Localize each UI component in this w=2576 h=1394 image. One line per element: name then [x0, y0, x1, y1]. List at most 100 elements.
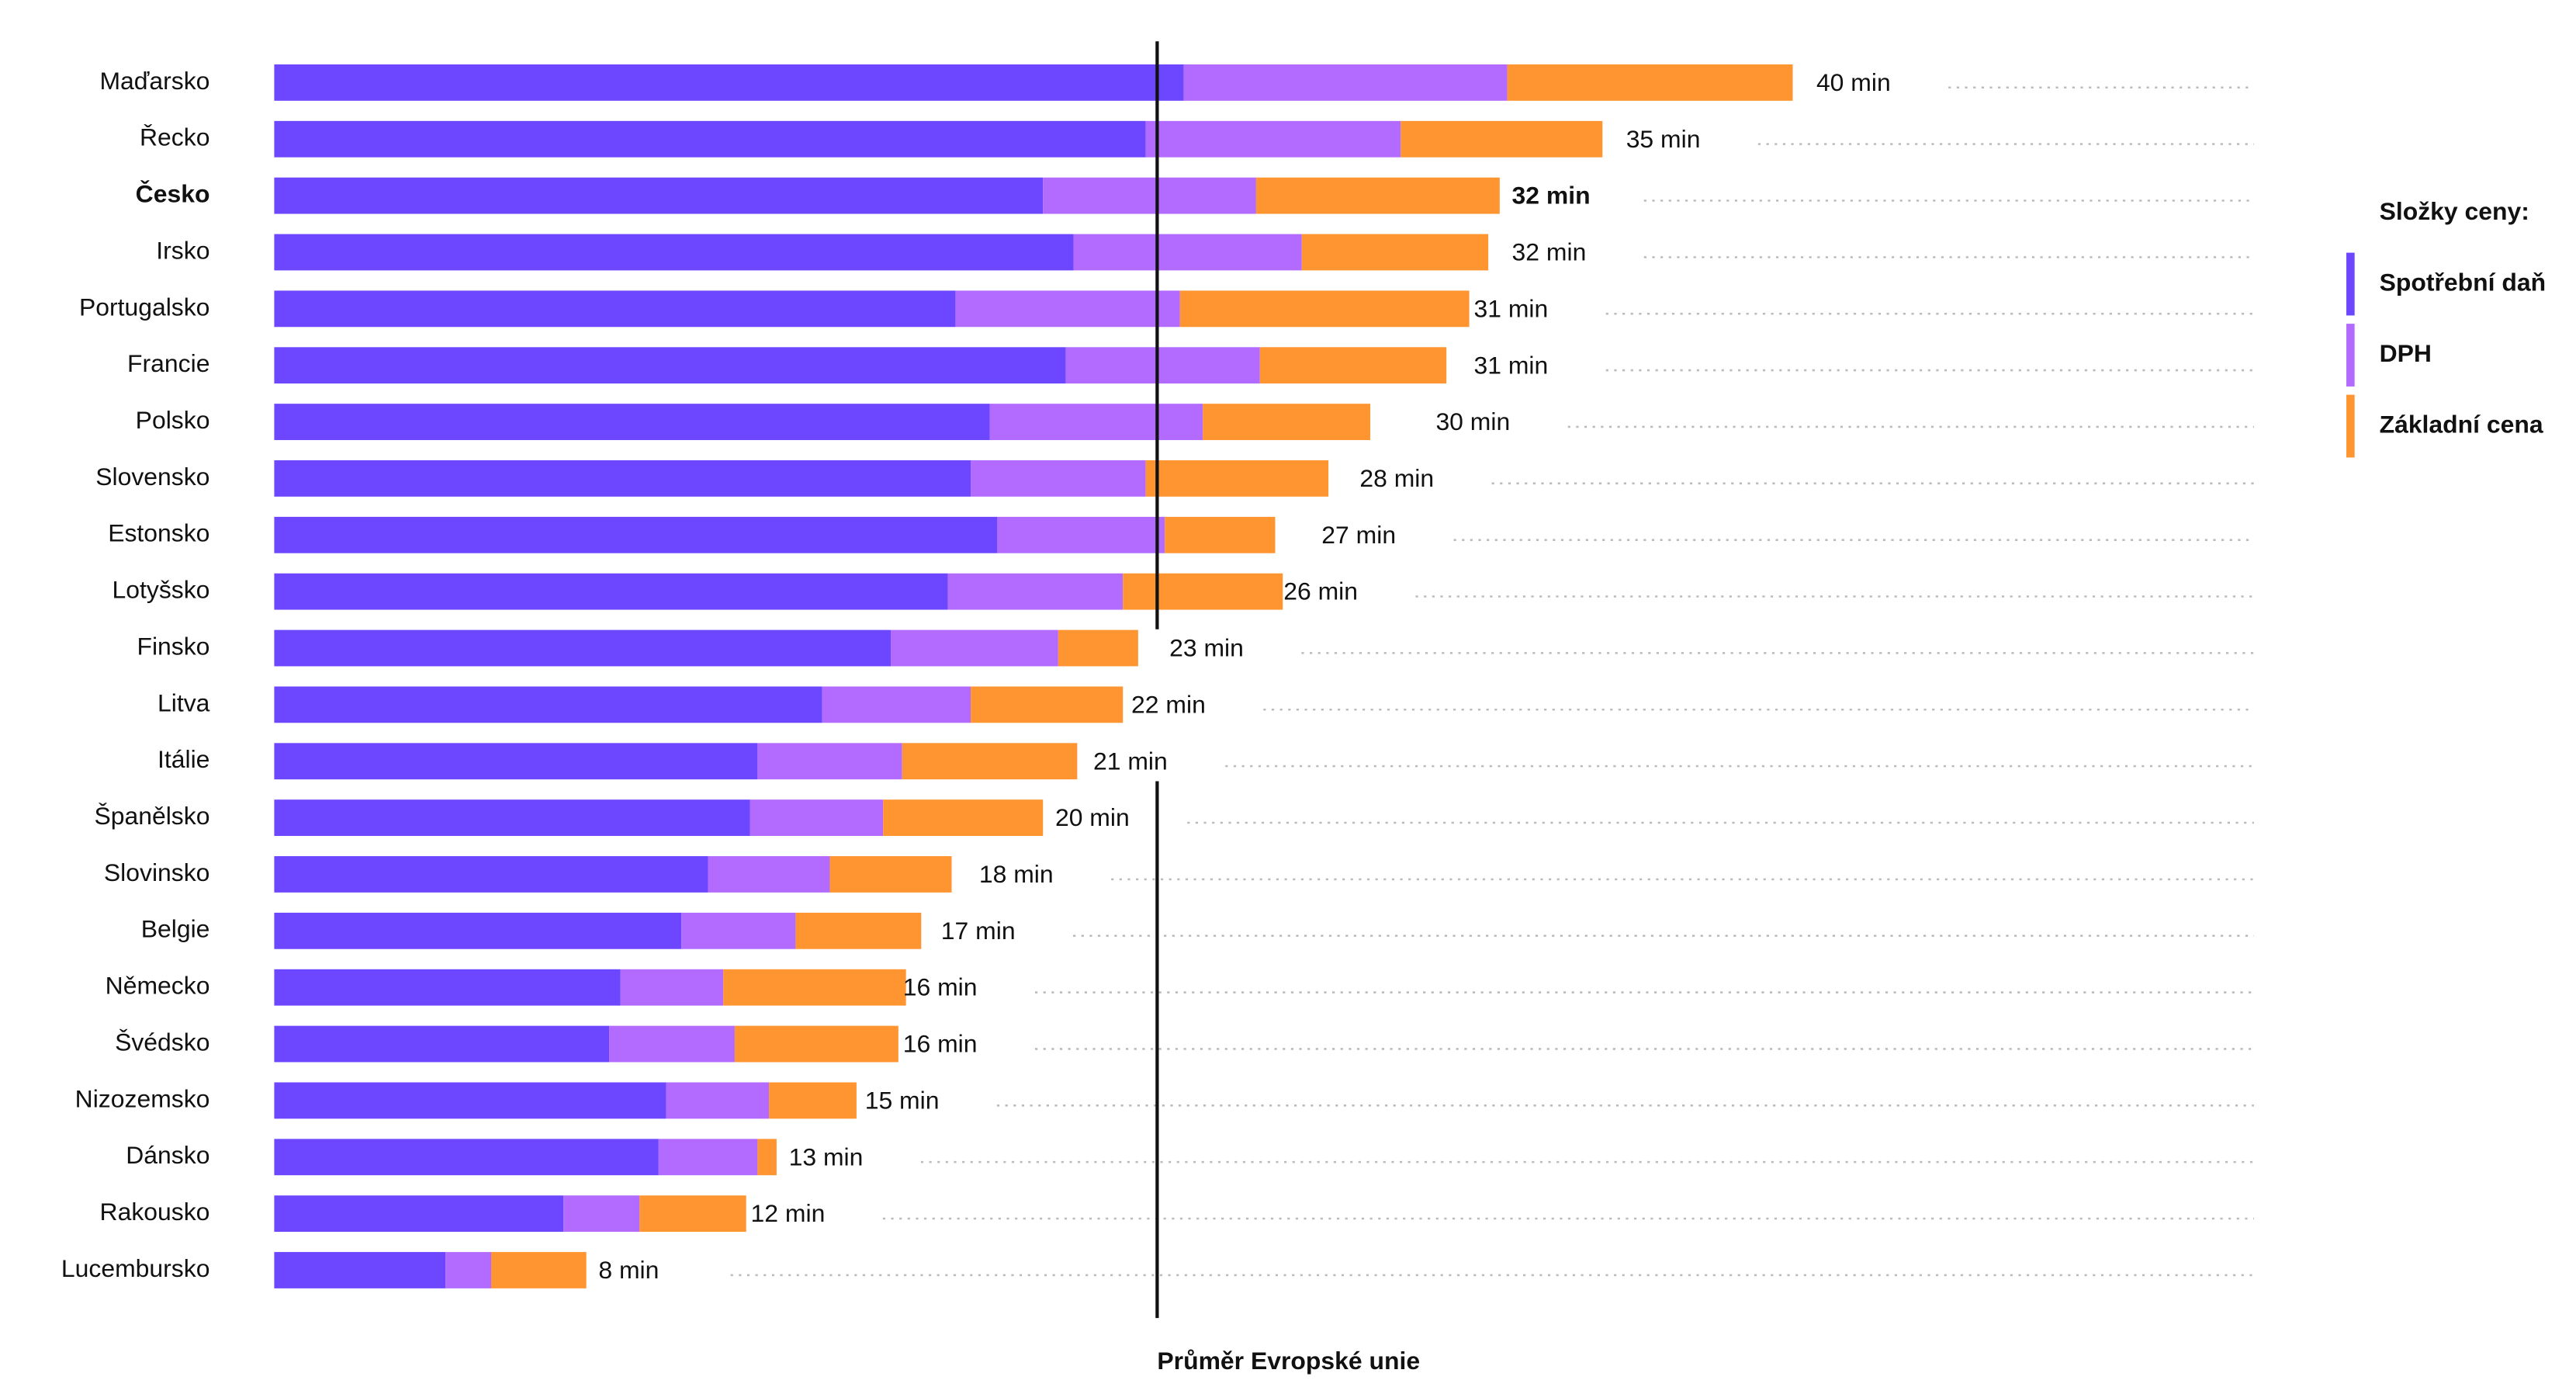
category-label: Estonsko: [108, 519, 209, 547]
category-label: Řecko: [140, 123, 209, 151]
total-label: 21 min: [1093, 747, 1168, 775]
bar-segment: [971, 686, 1124, 723]
bar-segment: [1301, 234, 1489, 271]
category-label: Lucembursko: [61, 1254, 210, 1282]
bar-segment: [1165, 516, 1276, 553]
bar-segment: [891, 629, 1058, 667]
bar-segment: [1043, 177, 1256, 214]
category-label: Irsko: [156, 236, 209, 264]
bar-segment: [769, 1082, 857, 1119]
bar-segment: [1073, 234, 1302, 271]
bar-segment: [757, 1139, 777, 1176]
bar-segment: [997, 516, 1165, 553]
bar-segment: [274, 1252, 446, 1288]
bar-segment: [1123, 573, 1283, 610]
category-label: Belgie: [141, 915, 210, 943]
legend-title: Složky ceny:: [2380, 197, 2529, 225]
bar-segment: [274, 799, 750, 837]
bar-segment: [274, 969, 621, 1006]
bar-segment: [563, 1195, 640, 1233]
category-label: Slovensko: [95, 463, 209, 491]
bar-segment: [1145, 460, 1329, 497]
bar-segment: [274, 516, 998, 553]
total-label: 16 min: [903, 1030, 978, 1058]
bar-segment: [750, 799, 884, 837]
bar-segment: [274, 743, 758, 780]
bar-segment: [274, 1139, 659, 1176]
average-label: Průměr Evropské unie: [1157, 1347, 1420, 1375]
bar-segment: [1255, 177, 1500, 214]
bar-segment: [883, 799, 1044, 837]
legend-label: Základní cena: [2380, 410, 2543, 438]
bar-segment: [1507, 64, 1793, 101]
legend-label: Spotřební daň: [2380, 268, 2546, 296]
category-label: Portugalsko: [79, 293, 210, 321]
total-label: 13 min: [789, 1143, 864, 1170]
bar-segment: [971, 460, 1146, 497]
category-label: Německo: [106, 972, 210, 1000]
category-label: Polsko: [136, 406, 210, 434]
bar-segment: [955, 290, 1180, 328]
total-label: 32 min: [1512, 182, 1591, 210]
bar-segment: [947, 573, 1124, 610]
total-label: 23 min: [1169, 634, 1244, 662]
total-label: 28 min: [1359, 464, 1434, 492]
total-label: 8 min: [598, 1256, 659, 1284]
bar-segment: [822, 686, 971, 723]
category-label: Dánsko: [126, 1141, 209, 1169]
bar-segment: [274, 573, 948, 610]
total-label: 18 min: [979, 860, 1054, 888]
bar-segment: [274, 912, 682, 949]
category-label: Litva: [158, 688, 210, 716]
bar-segment: [445, 1252, 492, 1288]
category-label: Francie: [127, 349, 209, 377]
bar-segment: [1183, 64, 1508, 101]
category-label: Finsko: [137, 632, 209, 660]
total-label: 16 min: [903, 973, 978, 1001]
bar-segment: [274, 347, 1066, 384]
bar-segment: [274, 177, 1044, 214]
bar-segment: [274, 1195, 564, 1233]
bar-segment: [274, 404, 990, 440]
bar-segment: [1203, 404, 1371, 440]
category-label: Švédsko: [115, 1028, 209, 1056]
total-label: 26 min: [1283, 577, 1358, 605]
bar-segment: [1065, 347, 1260, 384]
bar-segment: [274, 1082, 667, 1119]
bar-segment: [1145, 120, 1401, 158]
category-label: Česko: [136, 180, 210, 208]
category-label: Itálie: [158, 745, 209, 773]
bar-segment: [658, 1139, 758, 1176]
bar-segment: [829, 856, 952, 893]
bar-segment: [734, 1025, 898, 1063]
category-label: Slovinsko: [104, 858, 210, 886]
bar-segment: [274, 1025, 610, 1063]
bar-segment: [1058, 629, 1138, 667]
total-label: 12 min: [751, 1199, 826, 1227]
bar-segment: [274, 120, 1146, 158]
bar-segment: [989, 404, 1203, 440]
bar-segment: [639, 1195, 746, 1233]
bar-segment: [1401, 120, 1603, 158]
category-label: Rakousko: [100, 1198, 210, 1226]
legend-swatch: [2346, 394, 2355, 458]
bar-segment: [681, 912, 796, 949]
category-label: Španělsko: [94, 802, 209, 830]
bar-segment: [609, 1025, 735, 1063]
total-label: 31 min: [1474, 351, 1549, 379]
total-label: 32 min: [1512, 238, 1587, 266]
total-label: 22 min: [1131, 690, 1206, 718]
category-label: Maďarsko: [99, 67, 209, 95]
bar-segment: [491, 1252, 587, 1288]
bar-segment: [757, 743, 902, 780]
bar-segment: [274, 64, 1184, 101]
total-label: 17 min: [941, 917, 1016, 945]
bar-segment: [795, 912, 922, 949]
bar-segment: [723, 969, 906, 1006]
bar-segment: [666, 1082, 770, 1119]
legend-label: DPH: [2380, 339, 2432, 367]
total-label: 15 min: [865, 1086, 940, 1114]
legend-swatch: [2346, 252, 2355, 316]
